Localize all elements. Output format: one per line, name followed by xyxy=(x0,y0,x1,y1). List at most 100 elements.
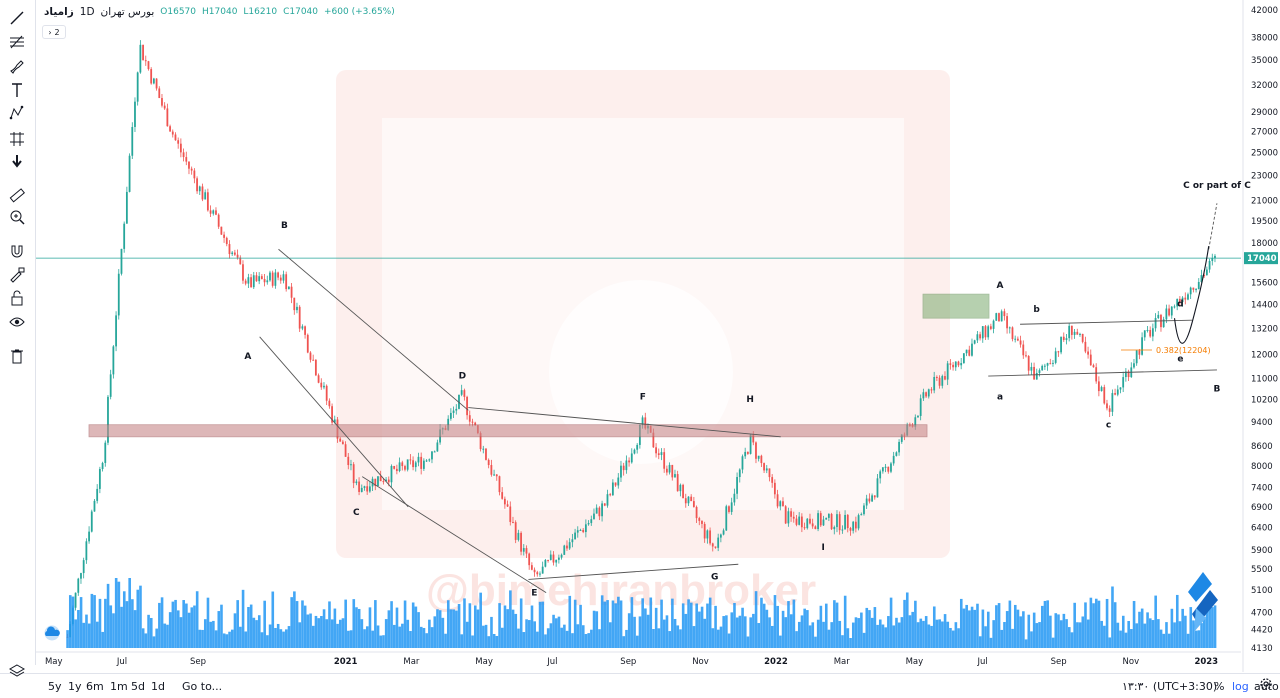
volume-bar xyxy=(665,615,669,648)
goto-button[interactable]: Go to... xyxy=(182,680,223,693)
lock-draw-icon[interactable] xyxy=(5,263,29,285)
trash-icon[interactable] xyxy=(5,345,29,367)
gear-icon[interactable] xyxy=(1258,676,1274,692)
volume-bar xyxy=(1049,615,1052,648)
percent-toggle[interactable]: % xyxy=(1214,680,1225,693)
projection-arrow[interactable] xyxy=(1208,203,1218,250)
volume-bar xyxy=(776,605,779,648)
candle-body xyxy=(169,126,171,132)
trendline-b-d[interactable] xyxy=(278,248,469,411)
trendline-d-h[interactable] xyxy=(468,407,781,438)
volume-bar xyxy=(1181,608,1184,648)
resistance-zone[interactable] xyxy=(88,424,928,438)
candle-body xyxy=(1187,294,1189,300)
candle-body xyxy=(717,537,720,548)
volume-bar xyxy=(660,599,663,648)
interval-label[interactable]: 1D xyxy=(79,6,95,18)
layers-icon[interactable] xyxy=(5,660,29,682)
trendline-e-g[interactable] xyxy=(528,563,739,580)
candle-body xyxy=(1211,258,1214,262)
candle-body xyxy=(287,286,290,290)
volume-bar xyxy=(833,600,836,648)
volume-bar xyxy=(395,607,399,648)
trendline-c-e[interactable] xyxy=(361,476,547,594)
candle-body xyxy=(425,460,428,462)
text-icon[interactable] xyxy=(5,79,29,101)
candle-body xyxy=(431,451,433,460)
candle-body xyxy=(609,494,612,496)
fib-tool-icon[interactable] xyxy=(5,31,29,53)
price-tick-label: 9400 xyxy=(1251,418,1273,428)
volume-bar xyxy=(719,626,723,648)
indicators-collapse-button[interactable]: › 2 xyxy=(42,25,66,39)
price-tick-label: 6900 xyxy=(1251,503,1273,513)
volume-bar xyxy=(217,611,221,648)
volume-bar xyxy=(417,612,420,648)
trend-line-icon[interactable] xyxy=(5,7,29,29)
range-5y[interactable]: 5y xyxy=(48,680,62,693)
log-toggle[interactable]: log xyxy=(1232,680,1249,693)
time-tick-label: Mar xyxy=(403,657,420,667)
pattern-icon[interactable] xyxy=(5,102,29,124)
zoom-icon[interactable] xyxy=(5,206,29,228)
volume-bar xyxy=(1054,613,1058,648)
volume-bar xyxy=(595,611,599,648)
time-tick-label: Nov xyxy=(692,657,709,667)
volume-bar xyxy=(752,613,755,648)
candle-body xyxy=(1038,370,1041,373)
candle-body xyxy=(1087,351,1089,355)
range-1d[interactable]: 1d xyxy=(151,680,165,693)
candle-body xyxy=(633,449,636,454)
range-5d[interactable]: 5d xyxy=(131,680,145,693)
candle-body xyxy=(1073,331,1076,335)
candle-body xyxy=(714,546,717,548)
volume-bar xyxy=(68,595,72,648)
volume-bar xyxy=(66,630,69,648)
prediction-icon[interactable] xyxy=(5,127,29,149)
volume-bar xyxy=(503,605,507,648)
candle-body xyxy=(152,78,155,84)
volume-bar xyxy=(849,638,852,648)
volume-bar xyxy=(201,629,204,648)
volume-bar xyxy=(446,600,450,648)
ruler-icon[interactable] xyxy=(5,184,29,206)
channel-upper[interactable] xyxy=(1020,319,1193,325)
candle-body xyxy=(142,44,144,61)
price-chart[interactable]: @bimehiranbroker413044204700510055005900… xyxy=(36,0,1280,672)
brush-icon[interactable] xyxy=(5,55,29,77)
target-box[interactable] xyxy=(922,293,990,319)
wave-label: a xyxy=(997,392,1003,402)
symbol-name[interactable]: زامیاد xyxy=(44,6,74,18)
ohlc-low: L16210 xyxy=(243,7,278,17)
candle-body xyxy=(1049,363,1052,365)
candle-body xyxy=(296,306,298,311)
volume-bar xyxy=(1194,630,1198,648)
volume-bar xyxy=(981,609,985,648)
candle-body xyxy=(96,488,99,501)
volume-bar xyxy=(968,610,971,648)
clock-label[interactable]: ۱۳:۳۰ (UTC+3:30) xyxy=(1122,680,1218,693)
wave-arrow[interactable] xyxy=(1173,246,1210,344)
range-6m[interactable]: 6m xyxy=(86,680,104,693)
eye-icon[interactable] xyxy=(5,311,29,333)
price-tick-label: 18000 xyxy=(1251,239,1278,249)
cloud-icon[interactable] xyxy=(41,625,63,641)
range-1y[interactable]: 1y xyxy=(68,680,82,693)
range-1m[interactable]: 1m xyxy=(110,680,128,693)
candle-body xyxy=(474,422,477,426)
candle-body xyxy=(854,521,857,529)
volume-bar xyxy=(635,635,639,648)
volume-bar xyxy=(592,610,596,648)
arrow-down-icon[interactable] xyxy=(5,150,29,172)
candle-body xyxy=(347,456,350,466)
lock-icon[interactable] xyxy=(5,287,29,309)
candle-body xyxy=(1106,403,1108,409)
volume-bar xyxy=(1200,623,1203,648)
candle-body xyxy=(520,532,522,552)
price-tick-label: 27000 xyxy=(1251,128,1278,138)
candle-body xyxy=(285,274,288,290)
magnet-icon[interactable] xyxy=(5,240,29,262)
trendline-a-c[interactable] xyxy=(259,336,409,508)
channel-lower[interactable] xyxy=(988,369,1217,377)
wave-label: d xyxy=(1177,299,1183,309)
